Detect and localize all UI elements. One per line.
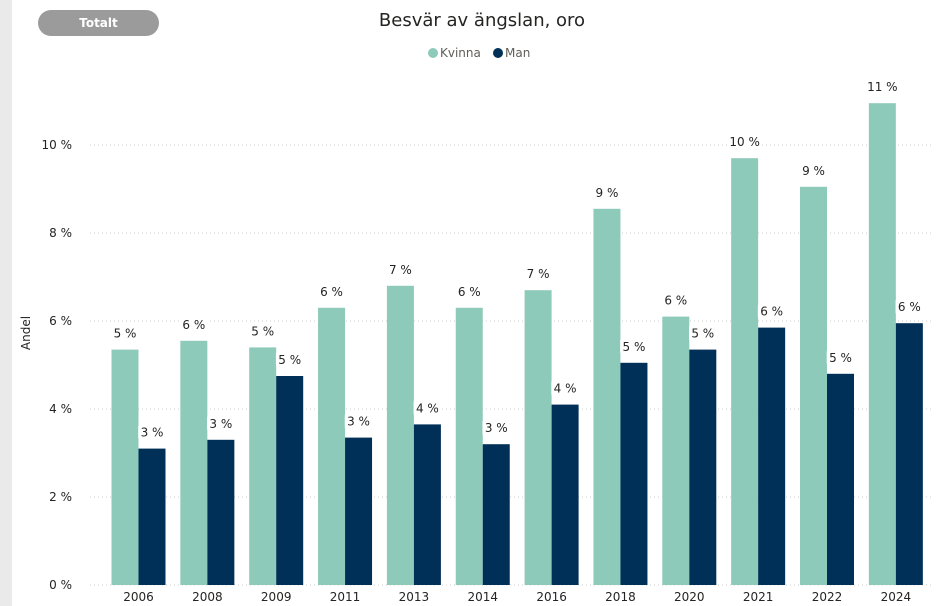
- data-label-background: [551, 379, 579, 397]
- data-label: 6 %: [320, 285, 343, 299]
- data-label: 7 %: [389, 263, 412, 277]
- bar-man: [482, 444, 510, 585]
- x-tick-label: 2014: [467, 590, 498, 604]
- legend-kvinna-marker: [428, 48, 438, 58]
- data-label-background: [207, 414, 235, 432]
- data-label-background: [799, 161, 828, 179]
- x-tick-label: 2021: [743, 590, 774, 604]
- x-tick-label: 2016: [536, 590, 567, 604]
- data-label-background: [275, 351, 304, 368]
- data-label-background: [524, 265, 552, 283]
- totalt-filter-button[interactable]: Totalt: [38, 10, 159, 36]
- x-tick-label: 2024: [881, 590, 912, 604]
- bar-man: [620, 362, 648, 585]
- data-label: 6 %: [760, 305, 783, 319]
- data-label-background: [662, 291, 690, 309]
- y-axis-label: Andel: [19, 316, 33, 350]
- data-label: 3 %: [347, 415, 370, 429]
- bar-kvinna: [731, 158, 759, 585]
- bar-kvinna: [455, 307, 483, 585]
- data-label: 3 %: [485, 421, 508, 435]
- data-label-background: [895, 298, 924, 316]
- bar-man: [758, 327, 786, 585]
- data-label: 3 %: [141, 426, 164, 440]
- data-label: 11 %: [867, 80, 898, 94]
- x-tick-label: 2020: [674, 590, 705, 604]
- bar-man: [138, 448, 166, 585]
- y-tick-label: 0 %: [49, 578, 72, 592]
- bar-man: [551, 404, 579, 585]
- bar-man: [895, 323, 923, 585]
- bar-man: [345, 437, 373, 585]
- legend-man-marker: [493, 48, 503, 58]
- x-tick-label: 2013: [399, 590, 430, 604]
- bar-kvinna: [386, 285, 414, 585]
- data-label-background: [344, 412, 373, 430]
- bar-kvinna: [111, 349, 139, 585]
- data-label: 5 %: [829, 351, 852, 365]
- bar-kvinna: [524, 290, 552, 585]
- data-label-background: [317, 282, 346, 300]
- data-label: 10 %: [729, 135, 760, 149]
- data-label-background: [413, 399, 442, 417]
- x-tick-label: 2022: [812, 590, 843, 604]
- data-label: 5 %: [278, 353, 301, 367]
- data-label-background: [386, 260, 415, 278]
- data-label-background: [593, 183, 621, 201]
- bar-man: [276, 376, 304, 585]
- data-label: 9 %: [596, 186, 619, 200]
- data-label-background: [864, 78, 900, 96]
- data-label: 7 %: [527, 267, 550, 281]
- data-label: 6 %: [664, 294, 687, 308]
- data-label: 5 %: [691, 327, 714, 341]
- x-tick-label: 2011: [330, 590, 361, 604]
- bar-kvinna: [868, 103, 896, 585]
- data-label: 4 %: [416, 401, 439, 415]
- bar-kvinna: [318, 307, 346, 585]
- y-tick-label: 10 %: [42, 138, 73, 152]
- x-tick-label: 2009: [261, 590, 292, 604]
- bar-man: [413, 424, 441, 585]
- legend-man-label: Man: [505, 46, 530, 60]
- bar-man: [689, 349, 717, 585]
- data-label: 6 %: [898, 300, 921, 314]
- data-label-background: [826, 348, 855, 366]
- x-tick-label: 2008: [192, 590, 223, 604]
- data-label-background: [180, 315, 208, 333]
- y-tick-label: 4 %: [49, 402, 72, 416]
- data-label-background: [111, 324, 139, 342]
- data-label: 5 %: [623, 340, 646, 354]
- data-label: 3 %: [209, 417, 232, 431]
- data-label: 5 %: [114, 327, 137, 341]
- legend-kvinna-label: Kvinna: [440, 46, 481, 60]
- data-label: 9 %: [802, 164, 825, 178]
- bar-kvinna: [800, 186, 827, 586]
- x-tick-label: 2006: [123, 590, 154, 604]
- data-label-background: [757, 302, 786, 320]
- x-tick-label: 2018: [605, 590, 636, 604]
- y-tick-label: 8 %: [49, 226, 72, 240]
- y-tick-label: 6 %: [49, 314, 72, 328]
- data-label-background: [727, 133, 763, 151]
- bar-kvinna: [249, 347, 277, 585]
- bar-kvinna: [180, 340, 208, 585]
- bar-kvinna: [593, 208, 621, 586]
- data-label-background: [620, 337, 648, 355]
- bar-man: [827, 373, 854, 585]
- data-label: 4 %: [554, 382, 577, 396]
- data-label-background: [482, 419, 511, 437]
- data-label: 6 %: [458, 285, 481, 299]
- data-label: 5 %: [251, 324, 274, 338]
- data-label-background: [138, 423, 166, 441]
- y-tick-label: 2 %: [49, 490, 72, 504]
- data-label-background: [455, 282, 484, 300]
- chart-legend: Kvinna Man: [428, 46, 530, 60]
- data-label: 6 %: [182, 318, 205, 332]
- data-label-background: [248, 322, 277, 340]
- chart-title: Besvär av ängslan, oro: [379, 10, 585, 31]
- bar-man: [207, 439, 235, 585]
- data-label-background: [689, 324, 717, 342]
- bar-kvinna: [662, 316, 690, 585]
